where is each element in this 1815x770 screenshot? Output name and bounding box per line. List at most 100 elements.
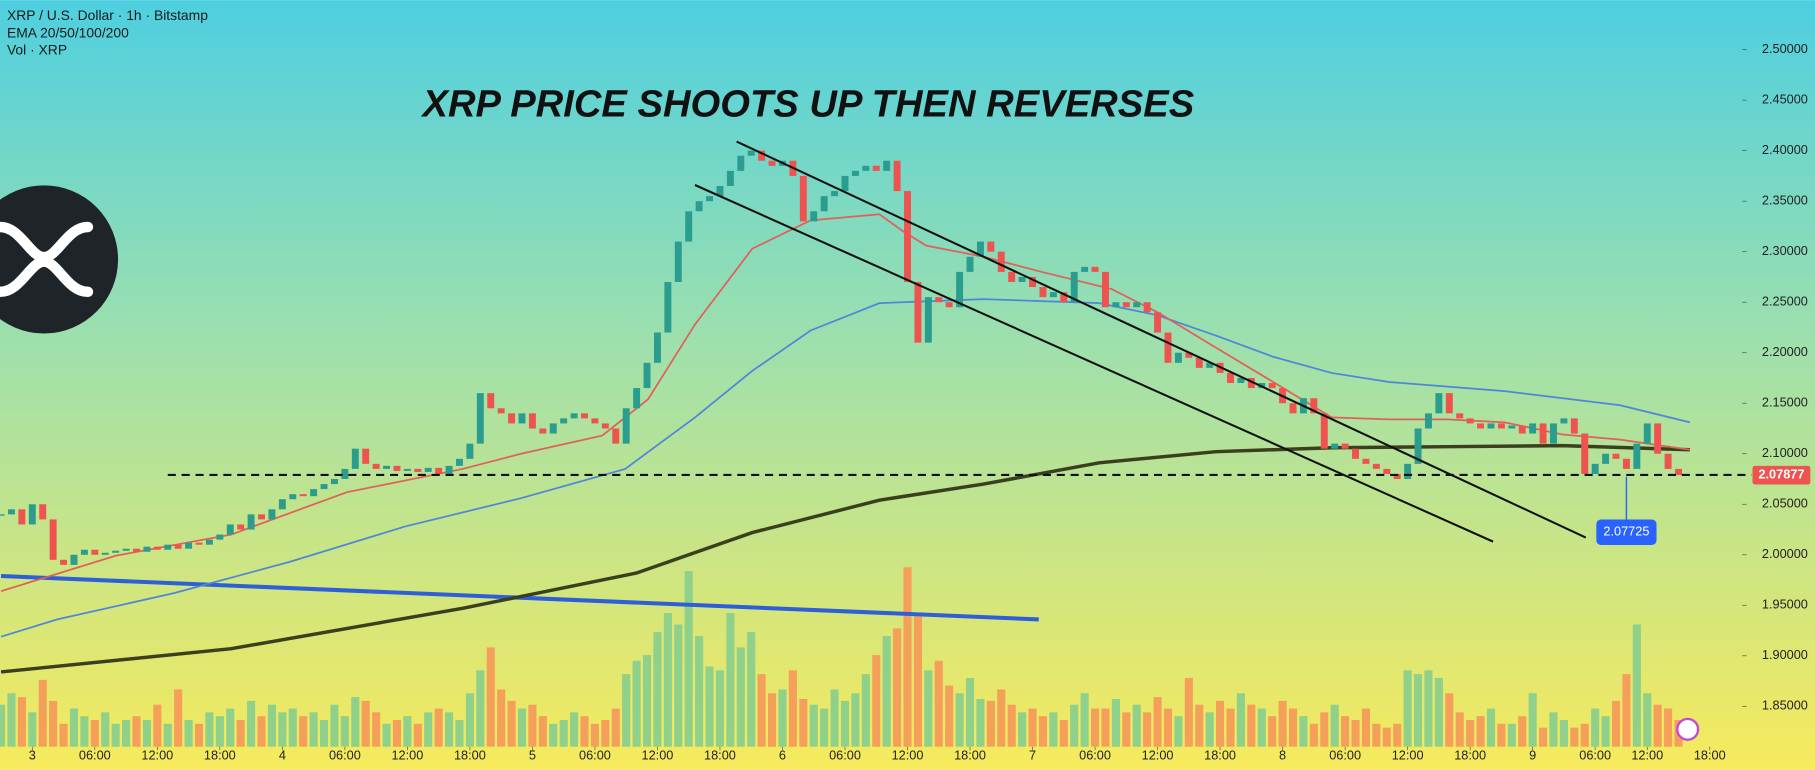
volume-bar (1622, 674, 1631, 747)
x-tick-label: 18:00 (1454, 747, 1486, 762)
volume-bar (924, 670, 933, 747)
volume-bar (38, 679, 47, 747)
volume-bar (632, 660, 641, 747)
volume-bar (69, 708, 79, 747)
volume-bar (851, 693, 860, 747)
y-tick-label: 2.45000 (1762, 92, 1808, 107)
volume-bar (361, 700, 370, 747)
x-tick-label: 18:00 (204, 747, 236, 762)
volume-bar (267, 704, 276, 747)
volume-bar (715, 670, 725, 747)
volume-bar (153, 704, 162, 747)
candle (945, 302, 953, 308)
volume-bar (1028, 708, 1037, 747)
volume-bar (799, 698, 808, 747)
x-tick-label: 06:00 (1329, 747, 1361, 762)
candle (1070, 271, 1078, 303)
candle (1112, 302, 1120, 308)
volume-bar (590, 723, 599, 747)
candle (799, 175, 807, 222)
candle (737, 155, 745, 171)
candle (528, 413, 536, 429)
chart-title: XRP PRICE SHOOTS UP THEN REVERSES (420, 83, 1194, 126)
candle (851, 170, 859, 176)
volume-bar (976, 698, 985, 747)
candle (976, 241, 984, 257)
volume-bar (1445, 693, 1454, 747)
candle (216, 534, 224, 540)
volume-bar (1466, 719, 1475, 747)
volume-bar (1184, 677, 1193, 747)
volume-bar (1309, 723, 1318, 747)
candle (1664, 453, 1672, 469)
volume-bar (1174, 716, 1183, 747)
volume-bar (1132, 704, 1141, 747)
candle (424, 467, 432, 472)
candle (1560, 418, 1568, 424)
volume-bar (528, 704, 537, 747)
ema-line (0, 443, 1691, 674)
volume-bar (1059, 719, 1068, 747)
volume-bar (1299, 716, 1308, 747)
candle (91, 549, 99, 555)
candle (133, 548, 140, 552)
volume-bar (809, 704, 818, 747)
volume-bar (90, 719, 99, 747)
x-tick-label: 06:00 (579, 747, 611, 762)
candle (726, 170, 734, 187)
volume-bar (559, 719, 568, 747)
candle (1310, 398, 1318, 414)
candle (893, 160, 901, 192)
volume-bar (226, 708, 235, 747)
candle (435, 467, 443, 474)
volume-bar (1247, 704, 1256, 747)
candle (1529, 423, 1537, 434)
volume-bar (642, 655, 652, 747)
price-label-box (1752, 465, 1811, 485)
candle (60, 559, 68, 565)
volume-bar (1205, 712, 1214, 747)
candle (487, 393, 495, 409)
candle (205, 539, 213, 545)
candle (1227, 372, 1234, 384)
candle (310, 489, 318, 497)
volume-bar (507, 700, 516, 747)
trend-line (736, 140, 1587, 539)
volume-bar (1018, 712, 1027, 747)
candle (80, 549, 88, 555)
candle (612, 428, 620, 444)
candle (508, 413, 516, 424)
candle (643, 362, 651, 389)
candle (1049, 292, 1057, 298)
icon-circle (1676, 717, 1700, 741)
volume-bar (132, 716, 141, 747)
candle (1570, 418, 1578, 434)
volume-bar (215, 716, 224, 747)
candle (1331, 443, 1339, 449)
volume-bar (570, 712, 579, 747)
y-tick-label: 2.35000 (1762, 193, 1808, 208)
volume-bar (538, 716, 547, 747)
candle (330, 479, 338, 485)
volume-bar (820, 708, 829, 747)
x-tick-label: 06:00 (829, 747, 861, 762)
volume-bar (1476, 716, 1485, 747)
candle (1445, 393, 1453, 414)
volume-bar (893, 628, 902, 747)
volume-bar (705, 666, 714, 747)
logo-arc (0, 256, 94, 298)
candle (299, 494, 307, 497)
volume-bar (1580, 723, 1589, 747)
volume-bar (663, 613, 672, 747)
plot-area: 2.50000 2.45000 2.40000 2.35000 2.30000 2.250… (0, 41, 1811, 762)
callout-label: 2.07725 (1603, 524, 1649, 539)
candle (581, 413, 588, 419)
candle (935, 297, 943, 303)
candle (653, 332, 661, 363)
volume-bar (1070, 704, 1079, 747)
volume-bar (17, 697, 26, 747)
price-label: 2.07877 (1758, 467, 1804, 482)
volume-bar (299, 716, 308, 747)
volume-bar (872, 655, 881, 747)
